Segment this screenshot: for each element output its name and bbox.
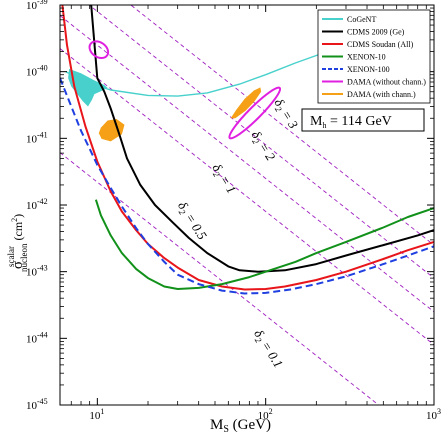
series-line: [60, 77, 434, 295]
delta-contour-line: [60, 15, 434, 313]
series-line: [61, 5, 434, 291]
filled-region: [98, 119, 125, 142]
x-tick-label: 101: [89, 407, 104, 422]
delta-contour-line: [88, 5, 434, 279]
x-tick-label: 102: [258, 407, 273, 422]
y-tick-label: 10-41: [26, 130, 48, 145]
legend-label: DAMA (with chann.): [347, 90, 416, 99]
legend-label: CDMS Soudan (All): [347, 40, 414, 49]
delta-contour-line: [60, 48, 434, 346]
delta-contour-line: [60, 152, 380, 405]
y-tick-label: 10-42: [26, 197, 48, 212]
y-tick-label: 10-43: [26, 264, 48, 279]
delta-label: δ2 = 0.5: [173, 199, 210, 244]
series-line: [94, 199, 434, 290]
y-axis-label: σscalar nucleon (cm2): [6, 214, 29, 272]
y-tick-label: 10-40: [26, 64, 48, 79]
legend-label: DAMA (without chann.): [347, 78, 426, 87]
delta-label: δ2 = 2: [247, 128, 279, 165]
series-line: [90, 5, 434, 273]
axis-ticks-group: 101 102 103 10-45 10-44 10-43 10-42 10-41 10-40 1…: [26, 0, 441, 422]
y-tick-label: 10-39: [26, 0, 48, 12]
delta-label: δ2 = 3: [270, 96, 302, 133]
legend: CoGeNT CDMS 2009 (Ge) CDMS Soudan (All) XEN…: [317, 9, 431, 104]
mh-label: Mh = 114 GeV: [310, 114, 392, 130]
x-tick-label: 103: [426, 407, 441, 422]
delta-label: δ2 = 1: [208, 161, 240, 197]
legend-label: XENON-100: [347, 65, 390, 74]
y-tick-label: 10-44: [26, 330, 48, 345]
legend-label: CDMS 2009 (Ge): [347, 28, 405, 37]
mh-box: [301, 108, 425, 132]
legend-items: CoGeNT CDMS 2009 (Ge) CDMS Soudan (All) XEN…: [322, 15, 426, 99]
filled-region: [230, 87, 262, 119]
dama-contour: [88, 40, 110, 60]
dama-contour: [228, 86, 282, 140]
delta-label: δ2 = 0.1: [250, 327, 287, 372]
legend-label: XENON-10: [347, 53, 386, 62]
y-tick-label: 10-45: [26, 397, 48, 412]
x-axis-label: MS (GeV): [210, 417, 271, 435]
mh-annotation: Mh = 114 GeV: [301, 108, 425, 132]
legend-label: CoGeNT: [347, 15, 376, 24]
delta-labels-group: δ2 = 3δ2 = 2δ2 = 1δ2 = 0.5 δ2 = 0.1: [173, 96, 302, 372]
series-lines-group: [60, 5, 434, 295]
dama-contours-group: [88, 40, 282, 140]
